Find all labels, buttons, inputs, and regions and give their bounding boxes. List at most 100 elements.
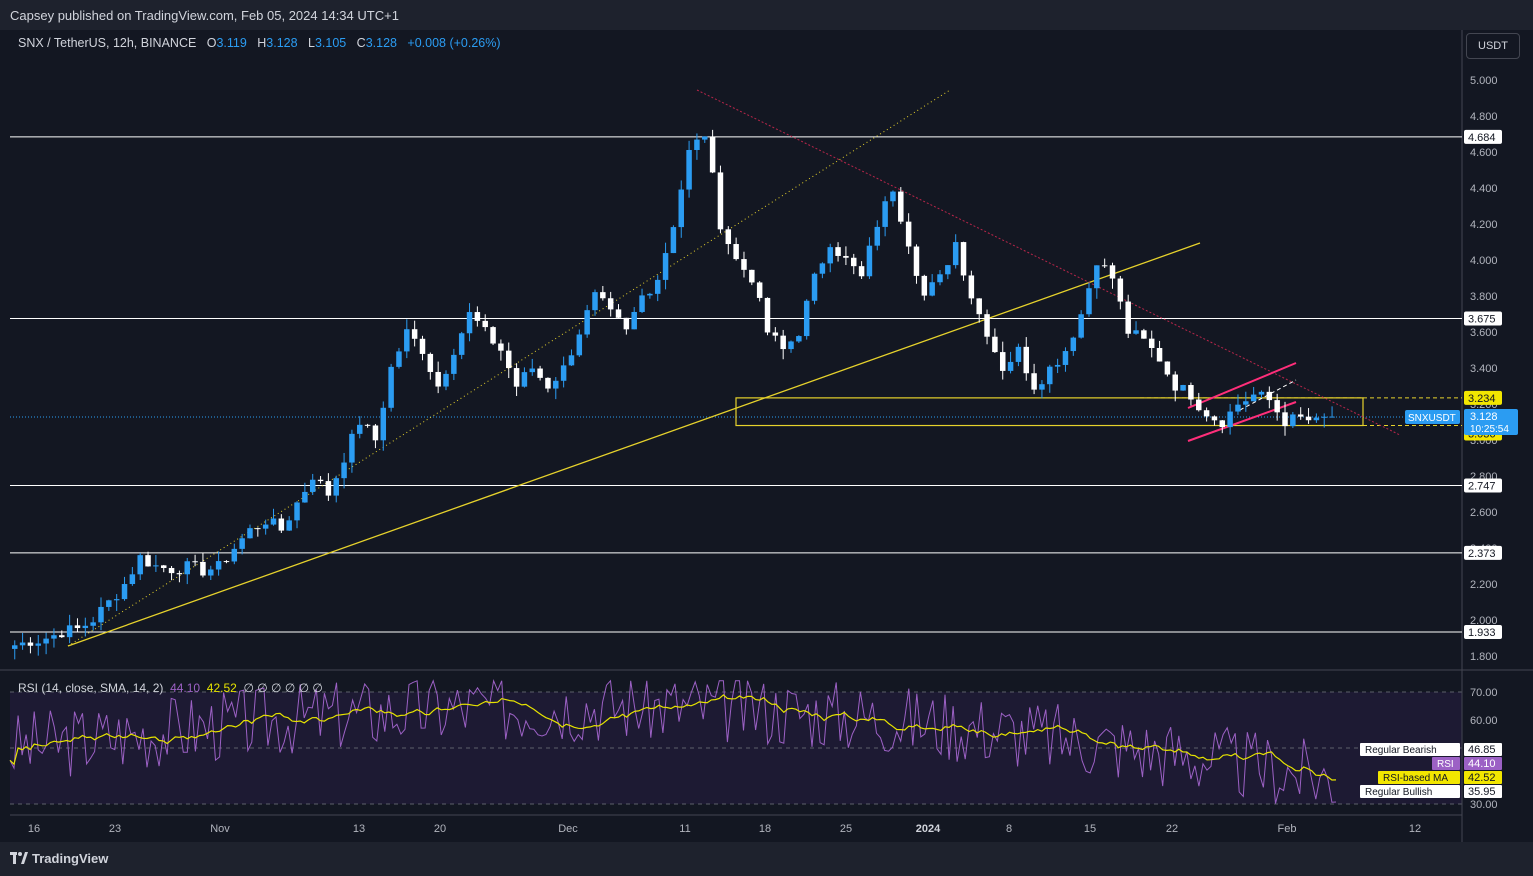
candle-body — [1039, 384, 1045, 390]
tradingview-logo[interactable]: TradingView — [10, 851, 108, 866]
price-chart[interactable]: 5.000 4.800 4.600 4.400 4.200 4.000 3.800 3.600… — [0, 0, 1533, 842]
candle-body — [811, 273, 818, 301]
candle-body — [937, 274, 943, 283]
candle-body — [1164, 361, 1171, 375]
candle-body — [137, 555, 143, 575]
candle-body — [396, 351, 402, 367]
candle-body — [286, 520, 292, 531]
candle-body — [1117, 278, 1124, 302]
candle-body — [960, 242, 967, 276]
candle-body — [270, 518, 277, 525]
candle-body — [686, 149, 692, 190]
candle-body — [600, 292, 606, 299]
candle-body — [921, 275, 928, 296]
candle-body — [247, 528, 253, 539]
candle-body — [545, 377, 551, 389]
level-price-tag — [1464, 478, 1502, 493]
candle-body — [82, 625, 89, 629]
candle-body — [1313, 417, 1320, 421]
price-tick-label: 4.800 — [1470, 111, 1498, 123]
candle-body — [1227, 411, 1233, 428]
candle-body — [294, 502, 300, 521]
price-tick-label: 4.400 — [1470, 183, 1498, 195]
time-axis-label: 22 — [1166, 823, 1178, 835]
candle-body — [654, 279, 661, 294]
candle-body — [772, 332, 779, 336]
time-axis-label: Feb — [1278, 823, 1297, 835]
candle-body — [631, 311, 637, 330]
high-label: H — [257, 36, 267, 50]
candle-body — [858, 266, 865, 277]
level-price-tag — [1464, 129, 1502, 144]
candle-body — [835, 247, 841, 256]
time-axis-label: 20 — [434, 823, 446, 835]
price-tick-label: 2.600 — [1470, 507, 1498, 519]
level-price-label: 2.373 — [1468, 548, 1496, 560]
descending-trendline — [696, 89, 1401, 436]
candle-body — [1094, 265, 1100, 289]
symbol-tag-label: SNXUSDT — [1408, 413, 1456, 424]
candle-body — [513, 368, 520, 387]
candle-body — [498, 343, 504, 351]
candle-body — [223, 561, 230, 563]
candle-body — [592, 292, 598, 311]
box-price-tag — [1464, 390, 1502, 405]
candle-body — [905, 221, 912, 247]
candle-body — [1290, 414, 1296, 427]
rsi-value-tag — [1464, 771, 1502, 784]
rsi-legend: RSI (14, close, SMA, 14, 2) 44.10 42.52 … — [18, 681, 323, 695]
candle-body — [121, 584, 128, 600]
candle-body — [208, 569, 214, 576]
candle-body — [35, 643, 42, 646]
price-tick-label: 2.000 — [1470, 615, 1498, 627]
candle-body — [388, 366, 394, 408]
time-axis-label: 18 — [759, 823, 771, 835]
rsi-value-tag — [1464, 785, 1502, 798]
candle-body — [1070, 337, 1077, 352]
candle-body — [404, 329, 410, 352]
rsi-label-tag — [1360, 785, 1460, 798]
time-axis-label: 12 — [1409, 823, 1421, 835]
candle-body — [505, 350, 512, 369]
candle-body — [843, 255, 849, 258]
candle-body — [1250, 394, 1257, 402]
candle-body — [1211, 416, 1218, 421]
candle-body — [929, 282, 935, 296]
symbol-tag — [1405, 409, 1460, 424]
price-tick-label: 4.200 — [1470, 219, 1498, 231]
candle-body — [317, 479, 324, 482]
candle-body — [309, 479, 316, 492]
candle-body — [1282, 412, 1288, 427]
candle-body — [568, 355, 575, 366]
candle-body — [537, 368, 543, 378]
candle-body — [27, 642, 34, 646]
candle-body — [1321, 416, 1327, 418]
rsi-label-tag — [1360, 743, 1460, 756]
rising-trendline — [67, 242, 1201, 647]
candle-body — [482, 320, 488, 328]
rsi-title: RSI (14, close, SMA, 14, 2) — [18, 681, 164, 695]
candle-body — [372, 425, 379, 441]
candle-body — [874, 226, 881, 246]
symbol-name: SNX / TetherUS, 12h, BINANCE — [18, 36, 197, 50]
candle-body — [827, 247, 833, 264]
candle-body — [717, 172, 724, 230]
time-axis-label: 13 — [353, 823, 365, 835]
rsi-value-label: 44.10 — [1468, 758, 1496, 770]
candle-body — [521, 372, 528, 387]
candle-body — [670, 227, 677, 254]
candle-body — [419, 338, 426, 354]
rsi-tick-label: 70.00 — [1470, 687, 1498, 699]
price-tick-label: 2.200 — [1470, 579, 1498, 591]
candle-body — [999, 352, 1006, 371]
candle-body — [780, 335, 786, 350]
candle-body — [98, 606, 104, 623]
candle-body — [1235, 404, 1241, 412]
time-axis-label: 25 — [840, 823, 852, 835]
candle-body — [145, 555, 151, 567]
level-price-tag — [1464, 545, 1502, 560]
candle-body — [796, 336, 802, 342]
currency-button[interactable]: USDT — [1466, 33, 1520, 59]
level-price-label: 1.933 — [1468, 627, 1496, 639]
candle-body — [1133, 330, 1139, 334]
